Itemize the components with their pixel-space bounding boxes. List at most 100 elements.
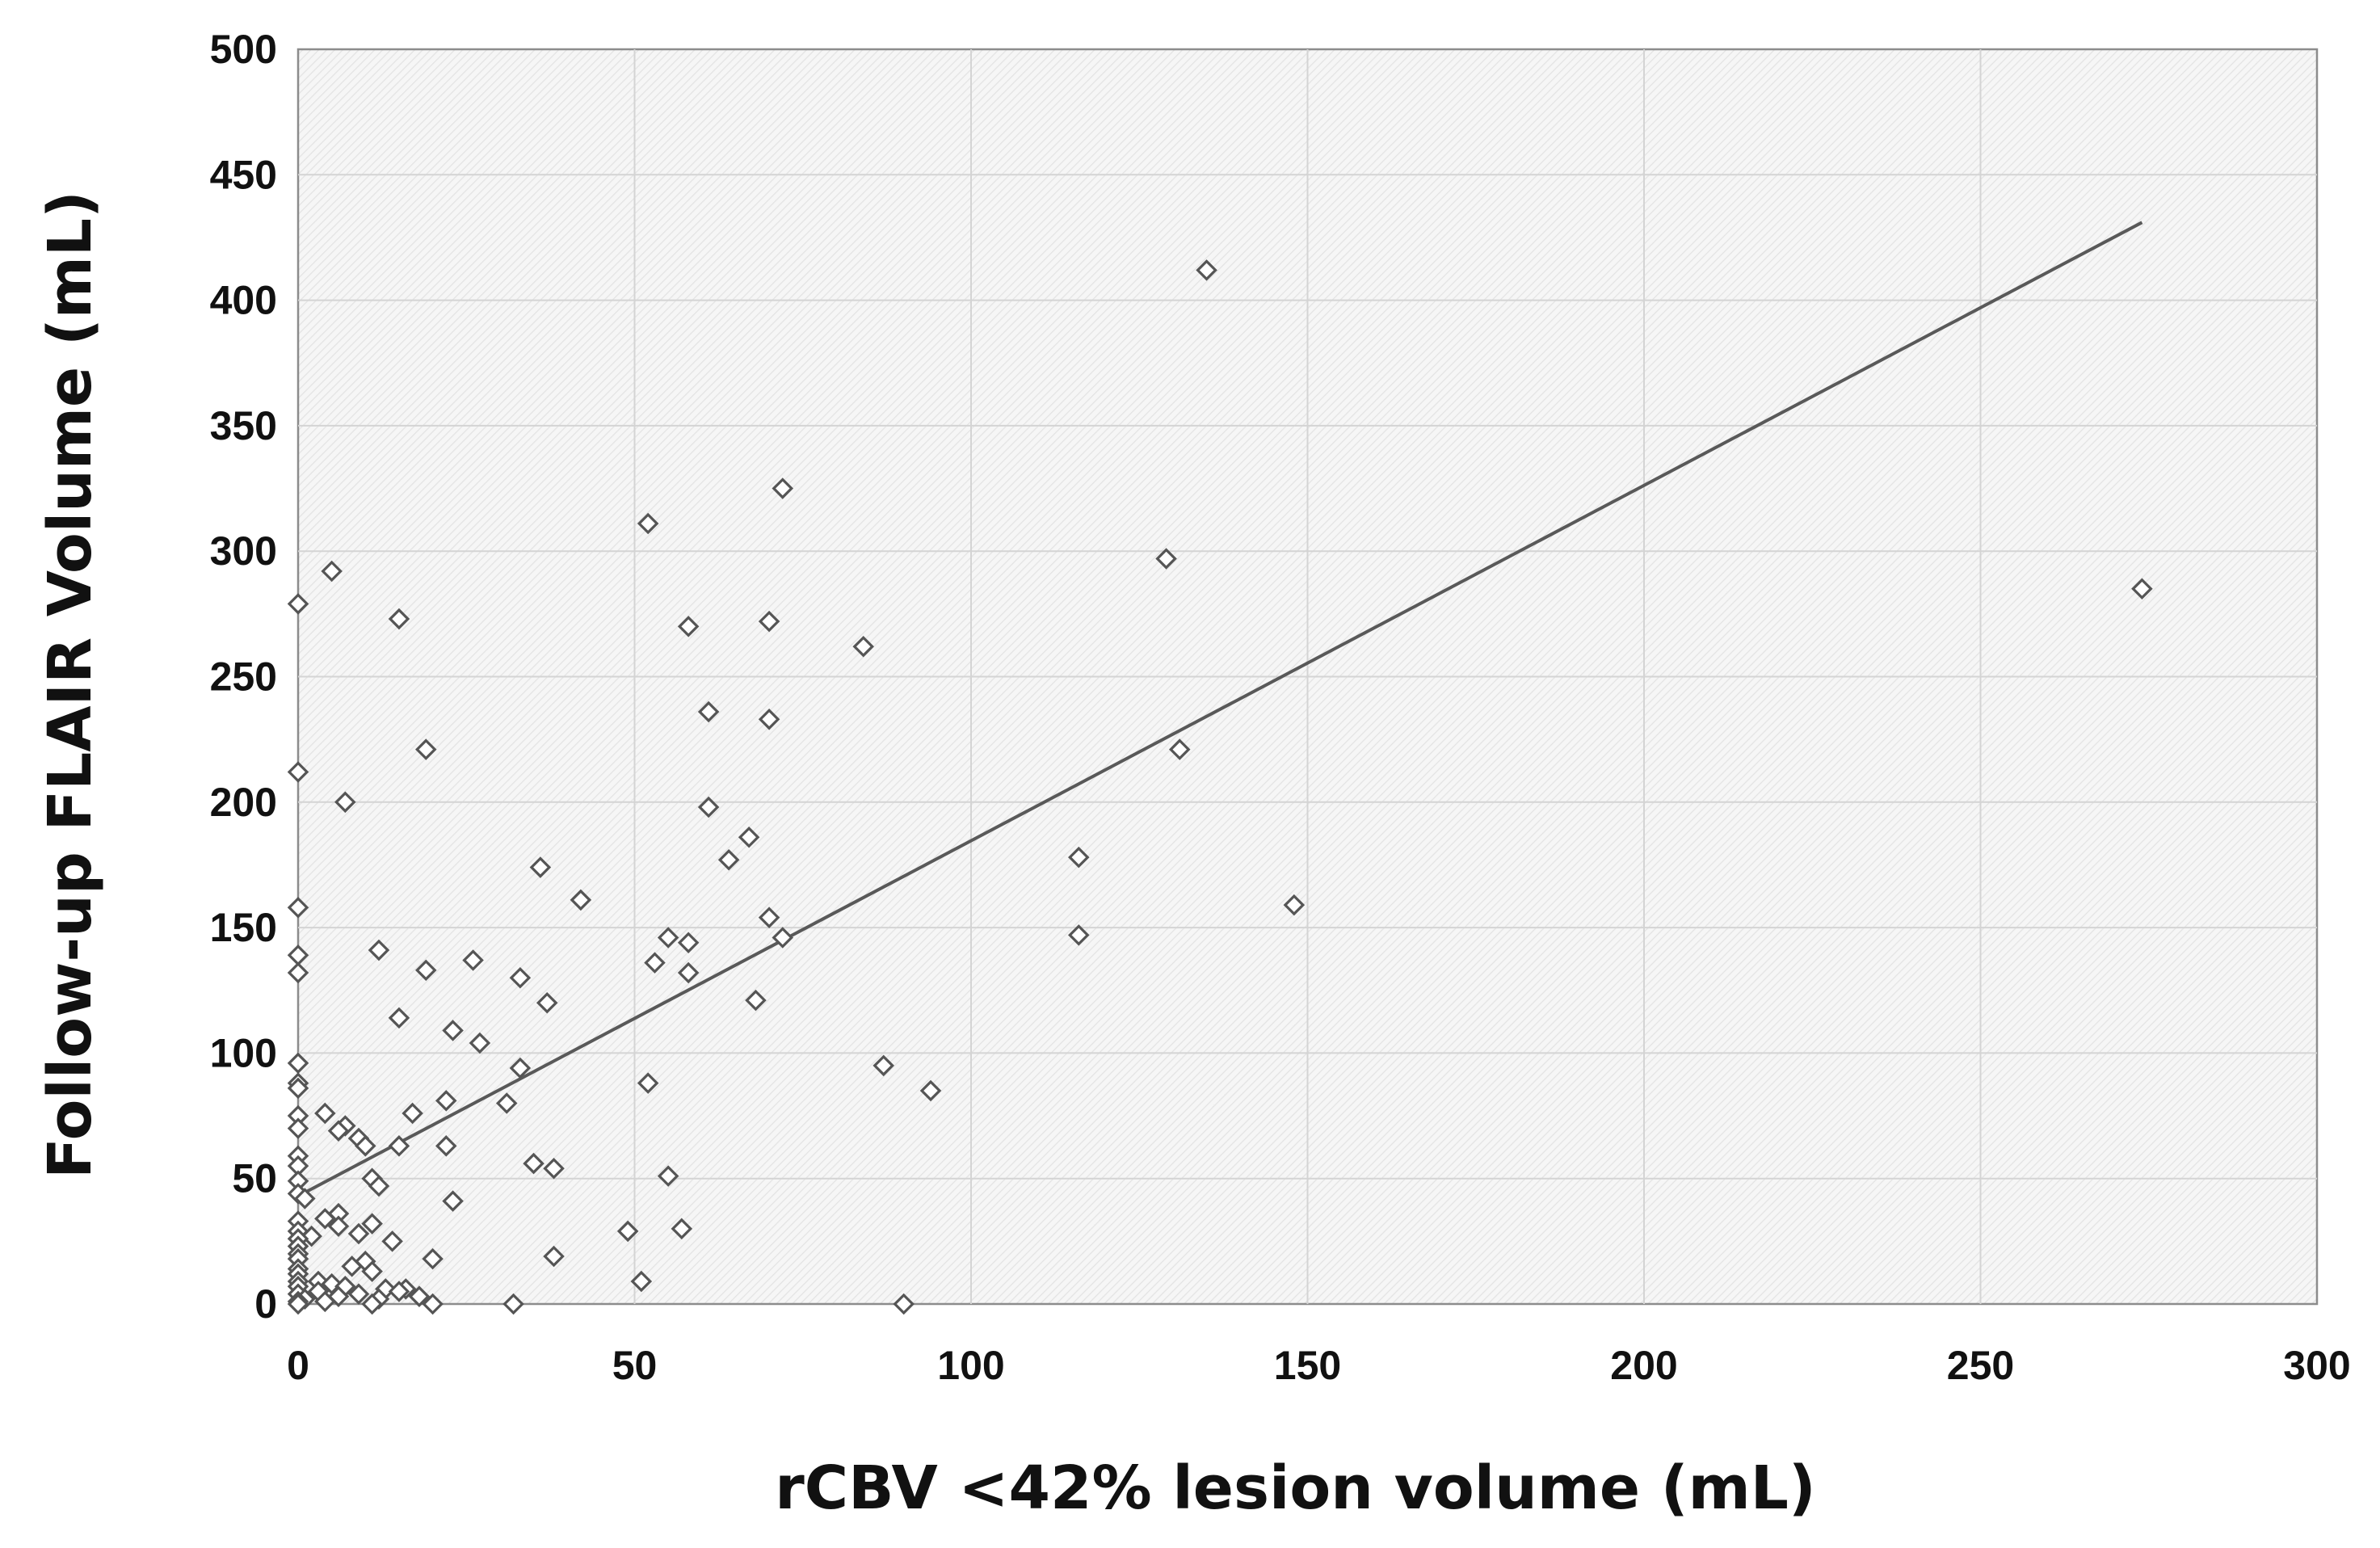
data-point bbox=[570, 889, 592, 911]
data-point bbox=[677, 961, 700, 984]
data-point bbox=[462, 949, 484, 971]
y-tick-label: 500 bbox=[210, 27, 277, 72]
data-point bbox=[408, 1285, 431, 1307]
data-point bbox=[469, 1032, 491, 1054]
data-point bbox=[697, 700, 720, 723]
data-point bbox=[2131, 578, 2153, 600]
data-point bbox=[435, 1135, 457, 1157]
trendline bbox=[297, 221, 2143, 1198]
data-point bbox=[301, 1225, 322, 1247]
data-point bbox=[321, 560, 343, 583]
data-point bbox=[334, 791, 356, 814]
data-point bbox=[287, 1293, 309, 1315]
data-point bbox=[368, 1175, 390, 1197]
data-point bbox=[1155, 548, 1177, 570]
data-point bbox=[287, 896, 309, 919]
data-point bbox=[314, 1208, 336, 1230]
data-point bbox=[1168, 738, 1191, 760]
data-point bbox=[314, 1102, 336, 1125]
y-tick-label: 100 bbox=[210, 1030, 277, 1075]
data-point bbox=[677, 932, 700, 953]
data-point bbox=[381, 1230, 403, 1252]
y-tick-label: 300 bbox=[210, 528, 277, 574]
data-point bbox=[509, 1057, 532, 1079]
y-tick-label: 50 bbox=[232, 1156, 277, 1201]
data-point bbox=[327, 1120, 350, 1142]
data-point bbox=[772, 927, 794, 949]
data-point bbox=[388, 1281, 410, 1302]
data-point bbox=[327, 1215, 350, 1237]
data-point bbox=[536, 992, 558, 1014]
data-point bbox=[287, 593, 309, 615]
y-tick-label: 450 bbox=[210, 152, 277, 197]
data-point bbox=[717, 848, 740, 871]
data-point bbox=[422, 1247, 444, 1270]
y-tick-label: 0 bbox=[254, 1281, 277, 1327]
data-point bbox=[852, 635, 874, 658]
data-point bbox=[738, 827, 760, 848]
data-point bbox=[671, 1218, 693, 1240]
data-point bbox=[361, 1260, 383, 1282]
x-tick-label: 200 bbox=[1610, 1343, 1677, 1388]
data-point bbox=[361, 1293, 383, 1315]
data-point bbox=[287, 961, 309, 984]
data-point bbox=[435, 1090, 457, 1112]
data-point bbox=[294, 1188, 316, 1209]
data-point bbox=[758, 709, 780, 730]
data-point bbox=[758, 907, 780, 928]
data-point bbox=[644, 952, 666, 974]
data-point bbox=[287, 1052, 309, 1075]
gridlines bbox=[298, 49, 2317, 1304]
data-point bbox=[758, 610, 780, 633]
data-point bbox=[1068, 924, 1090, 946]
x-tick-label: 100 bbox=[937, 1343, 1004, 1388]
data-point bbox=[657, 1165, 679, 1187]
trendline-layer bbox=[297, 221, 2143, 1198]
data-point bbox=[355, 1135, 376, 1157]
x-axis-title: rCBV <42% lesion volume (mL) bbox=[775, 1453, 1815, 1523]
y-axis-title: Follow-up FLAIR Volume (mL) bbox=[36, 191, 105, 1179]
data-point bbox=[1283, 894, 1306, 916]
data-point bbox=[509, 966, 532, 989]
x-tick-label: 300 bbox=[2283, 1343, 2350, 1388]
data-point bbox=[637, 1072, 659, 1094]
data-point bbox=[388, 608, 410, 630]
data-point bbox=[657, 927, 679, 949]
data-point bbox=[347, 1222, 370, 1245]
data-point bbox=[415, 959, 437, 982]
tick-labels: 0 50 100 150 200 250 300 350 400 450 500 0 50 100 150 2… bbox=[210, 27, 2351, 1388]
data-point bbox=[388, 1007, 410, 1029]
data-point bbox=[745, 989, 767, 1012]
data-point bbox=[415, 738, 437, 760]
y-tick-label: 150 bbox=[210, 905, 277, 950]
data-point bbox=[341, 1256, 363, 1277]
data-point bbox=[1196, 259, 1217, 281]
data-point bbox=[368, 939, 390, 961]
data-point bbox=[919, 1079, 942, 1102]
x-tick-label: 250 bbox=[1947, 1343, 2014, 1388]
data-point bbox=[772, 477, 794, 499]
data-point bbox=[422, 1293, 444, 1315]
data-point bbox=[388, 1135, 410, 1157]
data-point bbox=[543, 1245, 565, 1268]
data-point bbox=[616, 1220, 639, 1243]
x-tick-label: 0 bbox=[287, 1343, 309, 1388]
data-point bbox=[361, 1213, 383, 1235]
data-point bbox=[630, 1270, 653, 1293]
y-tick-label: 250 bbox=[210, 654, 277, 700]
data-point bbox=[502, 1293, 524, 1315]
data-point bbox=[442, 1190, 464, 1212]
y-tick-label: 350 bbox=[210, 403, 277, 448]
data-point bbox=[1068, 846, 1090, 869]
y-tick-label: 200 bbox=[210, 780, 277, 825]
data-point bbox=[442, 1020, 464, 1041]
y-tick-label: 400 bbox=[210, 278, 277, 323]
data-point bbox=[529, 856, 552, 878]
data-point bbox=[287, 761, 309, 783]
data-point bbox=[523, 1152, 545, 1175]
x-tick-label: 150 bbox=[1274, 1343, 1341, 1388]
x-tick-label: 50 bbox=[612, 1343, 658, 1388]
data-point bbox=[677, 616, 700, 637]
data-points bbox=[287, 259, 2153, 1315]
